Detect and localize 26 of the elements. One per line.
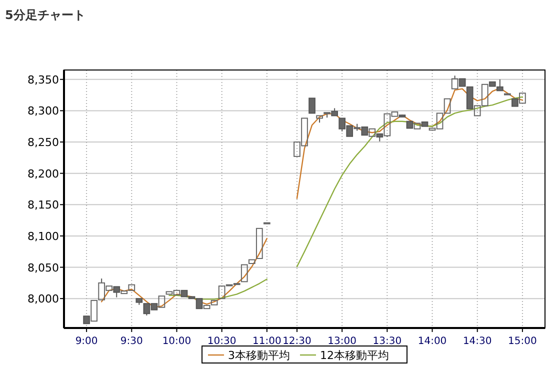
x-tick-label: 11:00: [252, 336, 282, 347]
x-tick-label: 14:00: [418, 336, 447, 347]
candlestick: [240, 264, 248, 282]
y-tick-label: 8,050: [28, 261, 59, 274]
candlestick: [308, 98, 316, 114]
x-tick-label: 14:30: [462, 336, 492, 347]
x-tick-label: 15:00: [508, 336, 537, 347]
y-tick-label: 8,350: [28, 73, 59, 86]
y-tick-label: 8,100: [28, 230, 59, 243]
legend-label: 3本移動平均: [228, 349, 290, 362]
x-tick-label: 12:30: [282, 336, 312, 347]
x-tick-label: 10:00: [162, 336, 192, 347]
x-tick-label: 13:00: [328, 336, 356, 347]
chart-title: 5分足チャート: [5, 8, 86, 22]
x-tick-label: 10:30: [207, 336, 236, 347]
x-tick-label: 9:00: [75, 336, 98, 347]
x-tick-label: 13:30: [372, 336, 402, 347]
candlestick: [256, 228, 263, 259]
y-tick-label: 8,200: [28, 167, 59, 180]
candlestick: [248, 259, 256, 264]
legend-label: 12本移動平均: [320, 349, 389, 362]
y-tick-label: 8,250: [28, 136, 59, 150]
x-tick-label: 9:30: [120, 336, 143, 347]
y-tick-label: 8,300: [28, 104, 59, 118]
y-tick-label: 8,000: [28, 292, 59, 306]
y-tick-label: 8,150: [28, 198, 59, 212]
